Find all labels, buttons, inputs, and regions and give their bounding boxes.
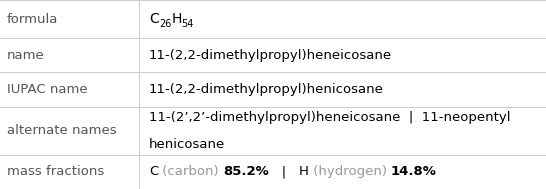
Text: 85.2%: 85.2% xyxy=(223,165,269,178)
Text: henicosane: henicosane xyxy=(149,138,225,151)
Text: mass fractions: mass fractions xyxy=(7,165,104,178)
Text: C: C xyxy=(149,165,158,178)
Text: (carbon): (carbon) xyxy=(158,165,223,178)
Text: 11-(2’,2’-dimethylpropyl)heneicosane  |  11-neopentyl: 11-(2’,2’-dimethylpropyl)heneicosane | 1… xyxy=(149,111,511,124)
Text: alternate names: alternate names xyxy=(7,124,116,137)
Text: 54: 54 xyxy=(182,19,194,29)
Text: formula: formula xyxy=(7,13,58,26)
Text: 11-(2,2-dimethylpropyl)heneicosane: 11-(2,2-dimethylpropyl)heneicosane xyxy=(149,49,392,62)
Text: C: C xyxy=(149,12,159,26)
Text: IUPAC name: IUPAC name xyxy=(7,83,87,96)
Text: |: | xyxy=(269,165,299,178)
Text: 11-(2,2-dimethylpropyl)henicosane: 11-(2,2-dimethylpropyl)henicosane xyxy=(149,83,384,96)
Text: 14.8%: 14.8% xyxy=(391,165,437,178)
Text: 26: 26 xyxy=(159,19,171,29)
Text: name: name xyxy=(7,49,44,62)
Text: H: H xyxy=(171,12,182,26)
Text: H: H xyxy=(299,165,308,178)
Text: (hydrogen): (hydrogen) xyxy=(308,165,391,178)
